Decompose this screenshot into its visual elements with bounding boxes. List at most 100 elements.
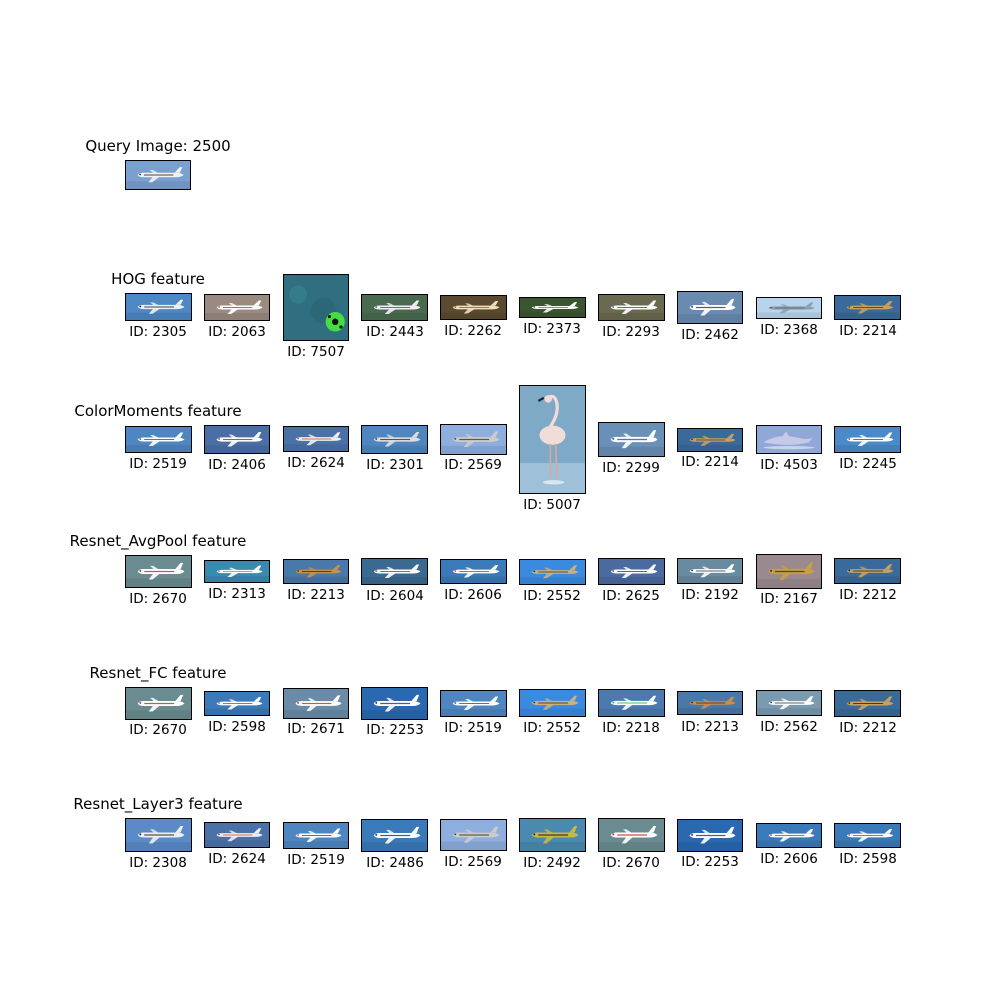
result-image (125, 687, 192, 720)
result-image (361, 425, 428, 454)
result-id: ID: 2443 (366, 324, 424, 340)
result-image (598, 558, 665, 585)
result-image (204, 822, 270, 848)
result-image (361, 558, 428, 585)
result-image (834, 823, 901, 848)
result-id: ID: 2308 (129, 855, 187, 871)
result-image (440, 819, 507, 851)
result-image (283, 274, 349, 341)
result-image (204, 560, 270, 583)
result-id: ID: 2293 (602, 324, 660, 340)
result-id: ID: 2519 (129, 456, 187, 472)
result-id: ID: 2670 (602, 855, 660, 871)
result-image (283, 559, 349, 584)
result-id: ID: 7507 (287, 344, 345, 360)
result-image (204, 425, 270, 454)
result-id: ID: 2670 (129, 591, 187, 607)
result-id: ID: 2214 (839, 323, 897, 339)
result-id: ID: 2167 (760, 591, 818, 607)
result-id: ID: 2262 (444, 323, 502, 339)
result-image (361, 819, 428, 852)
result-image (283, 426, 349, 452)
result-id: ID: 2063 (208, 324, 266, 340)
result-id: ID: 2598 (208, 719, 266, 735)
row-title-resnet-avgpool: Resnet_AvgPool feature (69, 532, 247, 550)
result-id: ID: 2368 (760, 322, 818, 338)
result-image (756, 425, 822, 454)
result-image (125, 293, 192, 321)
query-image (125, 160, 191, 190)
result-image (834, 690, 901, 717)
result-id: ID: 4503 (760, 457, 818, 473)
result-image (598, 818, 665, 852)
result-id: ID: 2305 (129, 324, 187, 340)
result-id: ID: 2569 (444, 457, 502, 473)
result-image (440, 690, 507, 717)
result-id: ID: 2214 (681, 454, 739, 470)
result-image (677, 291, 743, 324)
result-image (677, 819, 743, 852)
result-id: ID: 2670 (129, 722, 187, 738)
result-image (598, 422, 665, 457)
row-title-resnet-layer3: Resnet_Layer3 feature (73, 795, 243, 813)
result-id: ID: 2606 (760, 851, 818, 867)
result-id: ID: 2624 (208, 851, 266, 867)
result-id: ID: 2212 (839, 720, 897, 736)
result-image (756, 554, 822, 589)
result-image (519, 689, 586, 717)
result-id: ID: 2598 (839, 851, 897, 867)
row-title-colormoments: ColorMoments feature (74, 402, 242, 420)
result-id: ID: 2218 (602, 720, 660, 736)
result-image (834, 558, 901, 584)
result-image (125, 555, 192, 588)
result-id: ID: 2212 (839, 587, 897, 603)
result-image (598, 294, 665, 321)
result-image (125, 818, 192, 852)
result-id: ID: 2624 (287, 455, 345, 471)
result-id: ID: 2625 (602, 588, 660, 604)
result-image (204, 691, 270, 716)
result-image (834, 295, 901, 320)
result-image (283, 822, 349, 849)
result-id: ID: 5007 (523, 497, 581, 513)
result-id: ID: 2313 (208, 586, 266, 602)
result-id: ID: 2606 (444, 587, 502, 603)
result-id: ID: 2552 (523, 588, 581, 604)
result-image (598, 689, 665, 717)
result-id: ID: 2492 (523, 855, 581, 871)
result-image (519, 818, 586, 852)
result-id: ID: 2213 (287, 587, 345, 603)
result-image (834, 426, 901, 453)
result-id: ID: 2671 (287, 721, 345, 737)
result-image (677, 428, 743, 452)
result-image (125, 426, 192, 453)
result-image (519, 297, 586, 318)
result-id: ID: 2299 (602, 460, 660, 476)
row-title-hog: HOG feature (111, 270, 205, 288)
result-image (440, 295, 507, 320)
result-id: ID: 2373 (523, 321, 581, 337)
result-image (519, 385, 586, 494)
result-id: ID: 2213 (681, 719, 739, 735)
query-title: Query Image: 2500 (85, 137, 231, 155)
result-id: ID: 2462 (681, 327, 739, 343)
result-image (440, 424, 507, 455)
result-id: ID: 2562 (760, 719, 818, 735)
result-id: ID: 2245 (839, 456, 897, 472)
result-id: ID: 2519 (287, 852, 345, 868)
result-id: ID: 2519 (444, 720, 502, 736)
result-id: ID: 2486 (366, 855, 424, 871)
result-image (361, 294, 428, 321)
result-image (204, 294, 270, 321)
result-id: ID: 2552 (523, 720, 581, 736)
result-image (677, 691, 743, 715)
result-image (519, 559, 586, 585)
result-id: ID: 2253 (366, 722, 424, 738)
result-image (440, 559, 507, 584)
result-image (756, 297, 822, 319)
row-title-resnet-fc: Resnet_FC feature (89, 664, 227, 682)
result-id: ID: 2301 (366, 457, 424, 473)
result-id: ID: 2604 (366, 588, 424, 604)
result-id: ID: 2192 (681, 587, 739, 603)
result-id: ID: 2569 (444, 854, 502, 870)
